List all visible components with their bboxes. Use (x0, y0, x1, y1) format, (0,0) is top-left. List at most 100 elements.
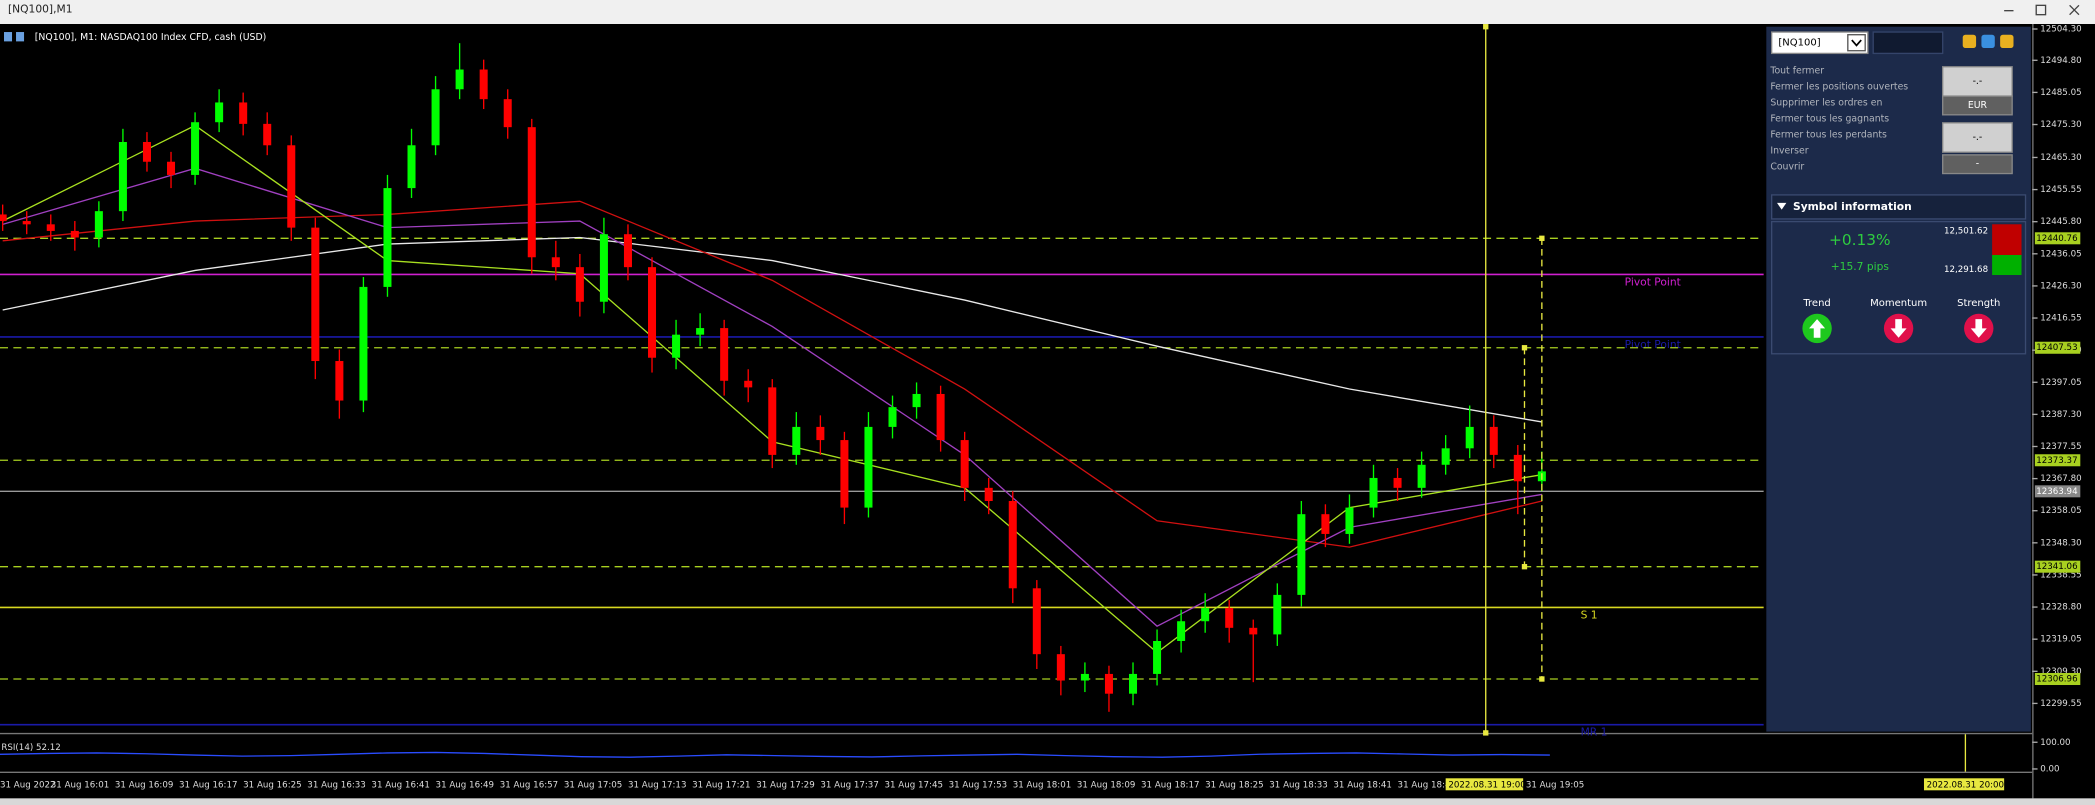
time-marker-tag (1923, 778, 2005, 791)
candle-body (1369, 477, 1378, 508)
panel-content: Tout fermer Fermer les positions ouvertes… (1769, 65, 2013, 344)
x-tick-label: 31 Aug 17:13 (628, 780, 687, 790)
panel-icon[interactable] (2000, 34, 2014, 49)
candle-body (359, 286, 368, 401)
panel-button[interactable] (1942, 154, 2013, 175)
candle-body (46, 224, 55, 231)
y-tick-label: 12445.80 (2040, 217, 2081, 227)
panel-icon[interactable] (1962, 34, 1977, 49)
candle-body (167, 161, 176, 175)
panel-button[interactable] (1942, 66, 2013, 97)
y-tick-label: 12436.05 (2040, 249, 2081, 259)
candle-body (1153, 640, 1162, 674)
close-button[interactable] (2069, 4, 2080, 16)
symbol-name: [NQ100] (1778, 38, 1820, 49)
indicator-label: Strength (1957, 298, 2000, 309)
candle-body (191, 122, 200, 175)
chart-icon[interactable] (4, 32, 13, 42)
candle-body (479, 69, 488, 100)
x-tick-label: 31 Aug 16:49 (436, 780, 495, 790)
menu-item[interactable]: Fermer tous les perdants (1770, 129, 1887, 140)
time-marker-label: 2022.08.31 19:00 (1448, 780, 1525, 790)
section-header[interactable] (1770, 194, 2027, 220)
candle-body (1177, 621, 1186, 641)
candle-body (888, 407, 897, 427)
price-tag-label: 12363.94 (2036, 487, 2078, 497)
candle-body (575, 267, 584, 302)
candle-body (1273, 594, 1282, 635)
change-percent: +0.13% (1829, 231, 1891, 249)
menu-item[interactable]: Fermer les positions ouvertes (1770, 81, 1908, 92)
panel-button[interactable] (1942, 95, 2013, 116)
candle-body (744, 380, 753, 388)
x-tick-label: 31 Aug 19:05 (1526, 780, 1585, 790)
menu-item[interactable]: Fermer tous les gagnants (1770, 113, 1889, 124)
candle-body (335, 361, 344, 401)
candle-body (1201, 608, 1210, 622)
level-label: Pivot Point (1625, 338, 1681, 351)
candle-body (672, 334, 681, 358)
y-tick-label: 12494.80 (2040, 56, 2081, 66)
window-title: [NQ100],M1 (8, 2, 73, 15)
y-tick-label: 12338.55 (2040, 570, 2081, 580)
menu-item[interactable]: Supprimer les ordres en (1770, 97, 1882, 108)
menu-item[interactable]: Tout fermer (1769, 65, 1824, 76)
day-low: 12,291.68 (1944, 265, 1988, 275)
y-tick-label: 12465.30 (2040, 153, 2081, 163)
moving-average (2, 200, 1543, 548)
rsi-tick-label: 0.00 (2040, 764, 2059, 774)
moving-average (2, 167, 1542, 627)
y-tick-label: 12377.55 (2040, 442, 2081, 452)
range-high-bar (1992, 224, 2022, 255)
x-tick-label: 31 Aug 18:25 (1205, 780, 1264, 790)
candle-body (1032, 588, 1041, 655)
candle-body (118, 141, 127, 212)
symbol-dropdown[interactable] (1770, 31, 1869, 55)
menu-item[interactable]: Couvrir (1770, 161, 1804, 172)
x-tick-label: 31 Aug 16:25 (243, 780, 302, 790)
dropdown-arrow[interactable] (1847, 34, 1866, 52)
candle-body (1321, 514, 1330, 534)
x-tick-label: 31 Aug 17:05 (564, 780, 623, 790)
candle-body (311, 227, 320, 362)
dropdown-chevron (1851, 39, 1862, 47)
range-handle (1539, 235, 1545, 241)
candle-body (1489, 426, 1498, 455)
range-low-bar (1992, 254, 2022, 276)
candle-body (263, 123, 272, 146)
marker-handle (1483, 24, 1489, 30)
chart-icon[interactable] (16, 32, 25, 42)
x-tick-label: 31 Aug 2022 (0, 780, 56, 790)
candle-body (984, 487, 993, 502)
price-tag (2034, 454, 2081, 467)
x-tick-label: 31 Aug 18:17 (1141, 780, 1200, 790)
candle-body (142, 141, 151, 162)
rsi-label: RSI(14) 52.12 (1, 743, 61, 753)
panel-icon[interactable] (1981, 34, 1995, 49)
candle-body (1393, 477, 1402, 488)
candle-body (936, 393, 945, 441)
candle-body (239, 102, 248, 124)
y-tick-label: 12299.55 (2040, 699, 2081, 709)
x-tick-label: 31 Aug 16:33 (307, 780, 366, 790)
price-tag (2034, 672, 2081, 686)
y-tick-label: 12348.30 (2040, 538, 2081, 548)
y-tick-label: 12328.80 (2040, 603, 2081, 613)
candle-body (816, 426, 825, 441)
candle-body (455, 69, 464, 90)
x-tick-label: 31 Aug 18:09 (1077, 780, 1136, 790)
indicator-label: Trend (1802, 298, 1830, 309)
candle-body (696, 328, 705, 335)
candle-body (287, 145, 296, 228)
maximize-button[interactable] (2035, 4, 2047, 16)
panel-button[interactable] (1942, 122, 2013, 153)
candle-body (599, 234, 608, 302)
candle-body (215, 102, 224, 123)
volume-input[interactable] (1872, 31, 1944, 55)
candle-body (1008, 501, 1017, 589)
candle-body (1056, 654, 1065, 681)
x-tick-label: 31 Aug 17:29 (756, 780, 815, 790)
candle-body (960, 440, 969, 488)
candle-body (792, 426, 801, 455)
menu-item[interactable]: Inverser (1770, 145, 1808, 156)
